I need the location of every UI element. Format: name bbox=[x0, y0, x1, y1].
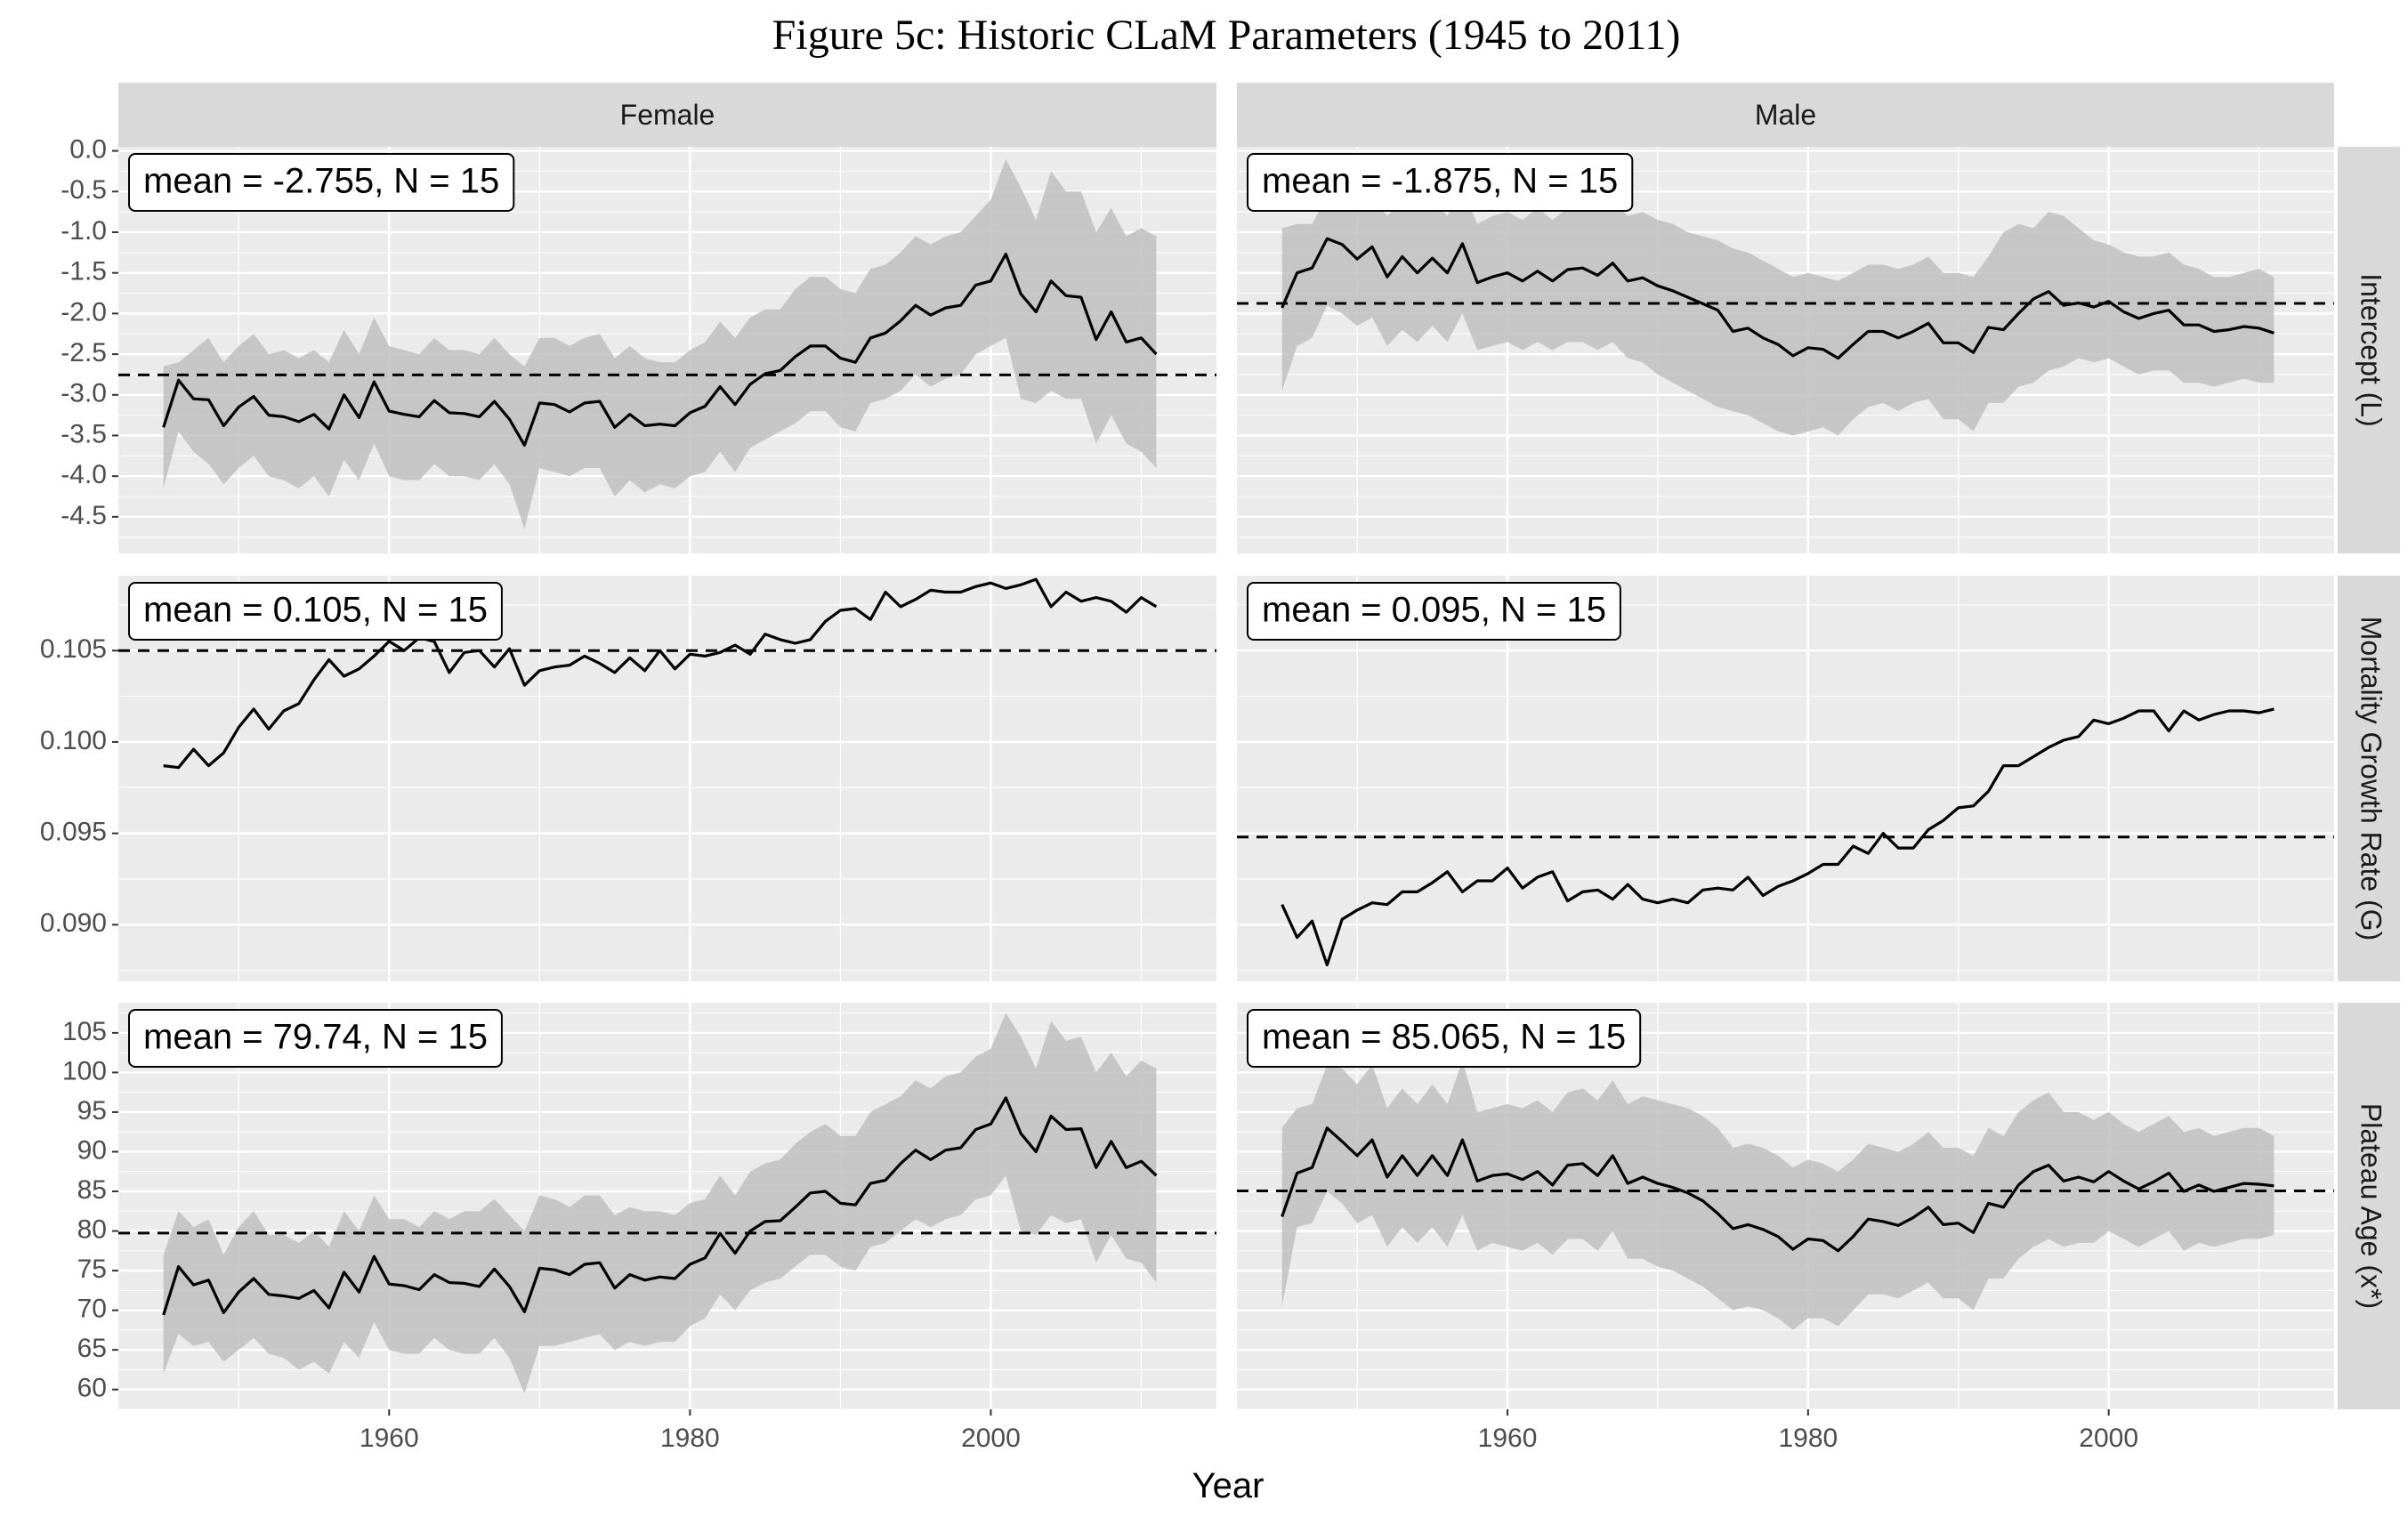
y-tick-label: 70 bbox=[77, 1295, 107, 1324]
confidence-band bbox=[163, 158, 1157, 529]
panel-female-1: mean = 0.105, N = 15 bbox=[118, 576, 1216, 981]
row-strip-label: Plateau Age (x*) bbox=[2355, 1103, 2388, 1309]
column-strip-female: Female bbox=[118, 83, 1216, 147]
y-tick-label: 0.090 bbox=[40, 908, 107, 938]
y-tick-label: -1.0 bbox=[61, 216, 107, 246]
y-tick-label: 0.105 bbox=[40, 634, 107, 664]
series-line bbox=[1281, 1126, 2275, 1253]
y-tick-label: -0.5 bbox=[61, 175, 107, 205]
annotation-text: mean = 79.74, N = 15 bbox=[143, 1018, 488, 1057]
y-tick-label: 100 bbox=[62, 1056, 107, 1085]
annotation-box bbox=[1247, 1009, 1642, 1068]
y-tick-label: -1.5 bbox=[61, 257, 107, 286]
y-tick-label: -2.0 bbox=[61, 297, 107, 327]
mean-annotation: mean = -2.755, N = 15 bbox=[128, 153, 515, 212]
annotation-box bbox=[128, 153, 515, 212]
panel-male-0: mean = -1.875, N = 15 bbox=[1237, 147, 2334, 553]
annotation-box bbox=[1247, 153, 1634, 212]
x-tick-label: 1980 bbox=[1778, 1424, 1838, 1453]
mean-annotation: mean = 0.095, N = 15 bbox=[1247, 582, 1621, 641]
y-tick-label: 95 bbox=[77, 1096, 107, 1126]
y-tick-label: -3.5 bbox=[61, 419, 107, 448]
panel-male-2: mean = 85.065, N = 15 bbox=[1237, 1003, 2334, 1410]
series-line bbox=[163, 577, 1158, 770]
annotation-text: mean = 85.065, N = 15 bbox=[1262, 1018, 1626, 1057]
facet-panels: Female Male Intercept (L) 0.0 -0.5 -1.0 -1.5 -2… bbox=[40, 83, 2400, 1453]
x-tick-label: 1980 bbox=[660, 1424, 720, 1453]
x-tick-label: 2000 bbox=[2079, 1424, 2138, 1453]
row-strip-label: Intercept (L) bbox=[2355, 273, 2388, 427]
panel-female-2: mean = 79.74, N = 15 bbox=[118, 1003, 1216, 1410]
y-tick-label: 75 bbox=[77, 1255, 107, 1284]
row-strip-background bbox=[2338, 1003, 2400, 1409]
column-strip-background bbox=[118, 83, 1216, 147]
annotation-text: mean = 0.105, N = 15 bbox=[143, 591, 488, 630]
annotation-text: mean = -2.755, N = 15 bbox=[143, 162, 499, 201]
panel-background bbox=[118, 576, 1216, 981]
x-axis-label: Year bbox=[1192, 1466, 1265, 1505]
row-strip-1: Mortality Growth Rate (G) bbox=[2338, 576, 2400, 981]
row-strip-0: Intercept (L) bbox=[2338, 147, 2400, 553]
x-tick-label: 1960 bbox=[1478, 1424, 1538, 1453]
confidence-band bbox=[163, 1013, 1157, 1394]
chart-title: Figure 5c: Historic CLaM Parameters (194… bbox=[772, 12, 1681, 59]
annotation-text: mean = -1.875, N = 15 bbox=[1262, 162, 1618, 201]
row-strip-background bbox=[2338, 147, 2400, 553]
x-tick-label: 1960 bbox=[360, 1424, 419, 1453]
series-line bbox=[162, 1096, 1158, 1316]
series-line bbox=[1281, 707, 2275, 967]
annotation-text: mean = 0.095, N = 15 bbox=[1262, 591, 1606, 630]
series-line bbox=[1281, 237, 2275, 360]
mean-annotation: mean = 0.105, N = 15 bbox=[128, 582, 503, 641]
column-strip-label: Male bbox=[1755, 99, 1816, 131]
y-tick-label: 90 bbox=[77, 1135, 107, 1165]
panel-background bbox=[1237, 576, 2334, 981]
annotation-box bbox=[128, 582, 503, 641]
column-strip-label: Female bbox=[620, 99, 715, 131]
row-strip-background bbox=[2338, 576, 2400, 981]
y-tick-label: 85 bbox=[77, 1175, 107, 1205]
y-tick-label: -4.5 bbox=[61, 501, 107, 530]
column-strip-background bbox=[1237, 83, 2334, 147]
column-strip-male: Male bbox=[1237, 83, 2334, 147]
y-tick-label: -2.5 bbox=[61, 338, 107, 367]
y-tick-label: 105 bbox=[62, 1017, 107, 1046]
row-strip-2: Plateau Age (x*) bbox=[2338, 1003, 2400, 1409]
series-line bbox=[162, 253, 1158, 447]
panel-female-0: mean = -2.755, N = 15 bbox=[118, 147, 1216, 553]
y-tick-label: 60 bbox=[77, 1374, 107, 1403]
y-tick-label: 0.095 bbox=[40, 818, 107, 847]
y-tick-label: 0.0 bbox=[69, 134, 107, 164]
panel-male-1: mean = 0.095, N = 15 bbox=[1237, 576, 2334, 981]
confidence-band bbox=[1281, 187, 2275, 436]
annotation-box bbox=[128, 1009, 503, 1068]
confidence-band bbox=[1281, 1061, 2275, 1330]
row-strip-label: Mortality Growth Rate (G) bbox=[2355, 617, 2388, 941]
mean-annotation: mean = 79.74, N = 15 bbox=[128, 1009, 503, 1068]
mean-annotation: mean = 85.065, N = 15 bbox=[1247, 1009, 1642, 1068]
y-tick-label: -3.0 bbox=[61, 379, 107, 408]
x-tick-label: 2000 bbox=[961, 1424, 1021, 1453]
y-tick-label: 80 bbox=[77, 1214, 107, 1244]
y-tick-label: -4.0 bbox=[61, 460, 107, 489]
y-tick-label: 0.100 bbox=[40, 726, 107, 755]
y-tick-label: 65 bbox=[77, 1334, 107, 1363]
mean-annotation: mean = -1.875, N = 15 bbox=[1247, 153, 1634, 212]
annotation-box bbox=[1247, 582, 1621, 641]
